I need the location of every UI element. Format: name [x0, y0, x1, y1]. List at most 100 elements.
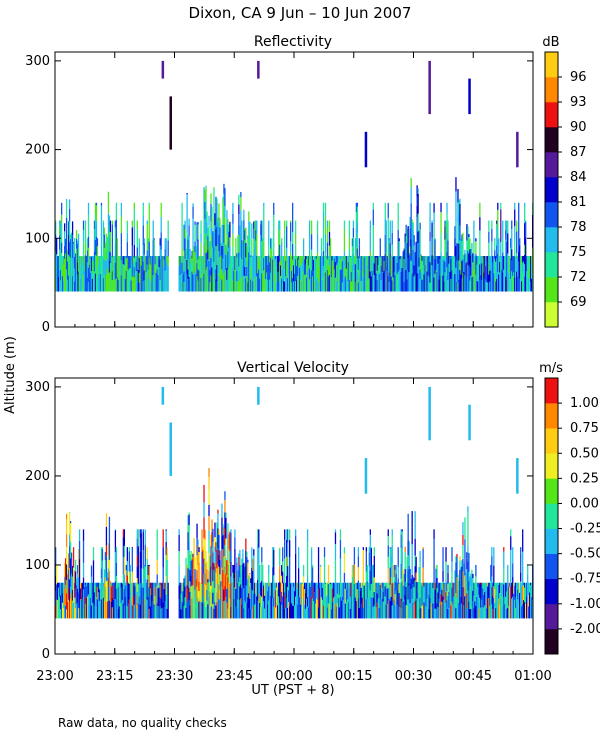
echo-cell [488, 582, 490, 598]
echo-cell [381, 588, 383, 599]
echo-cell [254, 582, 256, 596]
echo-cell [475, 274, 477, 292]
echo-cell [196, 263, 198, 277]
echo-cell [440, 273, 442, 292]
echo-cell [514, 202, 516, 210]
echo-cell [269, 582, 271, 587]
echo-cell [89, 597, 92, 619]
echo-cell [58, 582, 61, 597]
colorbar-swatch [545, 553, 558, 580]
echo-cell [238, 214, 240, 236]
echo-cell [148, 204, 150, 225]
echo-cell [347, 261, 350, 282]
echo-cell [366, 598, 368, 619]
echo-cell [215, 196, 217, 215]
echo-cell [372, 209, 374, 226]
echo-cell [222, 535, 224, 550]
echo-cell [417, 193, 419, 214]
echo-cell [465, 254, 467, 264]
echo-cell [410, 260, 412, 277]
echo-cell [468, 253, 470, 266]
echo-cell [87, 604, 90, 619]
echo-cell [482, 588, 484, 608]
echo-cell [358, 258, 361, 277]
echo-cell [123, 557, 126, 575]
echo-cell [280, 275, 282, 292]
isolated-echo [516, 458, 519, 494]
echo-cell [283, 587, 285, 601]
echo-cell [214, 281, 216, 292]
echo-cell [143, 243, 145, 255]
echo-cell [60, 202, 63, 215]
echo-cell [495, 594, 497, 609]
echo-cell [488, 264, 490, 275]
echo-cell [196, 222, 198, 242]
echo-cell [149, 276, 151, 292]
echo-cell [411, 511, 413, 528]
echo-cell [134, 256, 136, 276]
echo-cell [67, 599, 70, 619]
echo-cell [312, 601, 315, 619]
echo-cell [261, 222, 263, 242]
echo-cell [121, 256, 124, 276]
echo-cell [183, 605, 185, 619]
echo-cell [449, 582, 451, 587]
echo-cell [211, 547, 213, 570]
echo-cell [79, 588, 82, 600]
echo-cell [260, 582, 262, 596]
echo-cell [215, 551, 217, 563]
echo-cell [133, 244, 135, 258]
echo-cell [276, 602, 278, 619]
echo-cell [336, 263, 339, 277]
echo-cell [155, 256, 157, 273]
echo-cell [399, 256, 401, 260]
echo-cell [404, 569, 406, 582]
echo-cell [134, 275, 136, 292]
echo-cell [102, 597, 105, 619]
echo-cell [453, 261, 455, 275]
echo-cell [394, 274, 396, 292]
echo-cell [260, 607, 262, 619]
echo-cell [264, 276, 266, 292]
echo-cell [211, 606, 213, 619]
echo-cell [256, 234, 258, 256]
echo-cell [322, 211, 325, 230]
echo-cell [190, 551, 192, 561]
echo-cell [220, 280, 222, 292]
echo-cell [524, 254, 526, 265]
echo-cell [262, 238, 264, 245]
echo-cell [205, 551, 207, 564]
echo-cell [194, 569, 196, 591]
echo-cell [263, 218, 265, 241]
echo-cell [474, 601, 476, 619]
echo-cell [219, 256, 221, 277]
echo-cell [489, 281, 491, 292]
echo-cell [241, 558, 243, 570]
echo-cell [410, 187, 412, 204]
echo-cell [422, 567, 424, 586]
echo-cell [401, 581, 403, 601]
echo-cell [222, 224, 224, 246]
echo-cell [268, 573, 270, 587]
echo-cell [178, 534, 180, 552]
echo-cell [102, 237, 105, 259]
echo-cell [381, 582, 383, 589]
echo-cell [228, 548, 230, 565]
echo-cell [226, 268, 228, 280]
echo-cell [418, 266, 420, 280]
echo-cell [275, 259, 277, 272]
echo-cell [188, 600, 190, 619]
echo-cell [459, 240, 461, 257]
echo-cell [505, 276, 507, 292]
echo-cell [456, 244, 458, 261]
echo-cell [98, 256, 101, 275]
echo-cell [516, 271, 518, 292]
echo-cell [272, 256, 274, 260]
echo-cell [343, 582, 346, 604]
echo-cell [467, 606, 469, 619]
echo-cell [131, 592, 133, 606]
echo-cell [255, 240, 257, 263]
echo-cell [434, 239, 436, 259]
echo-cell [95, 276, 98, 292]
echo-cell [127, 256, 129, 262]
